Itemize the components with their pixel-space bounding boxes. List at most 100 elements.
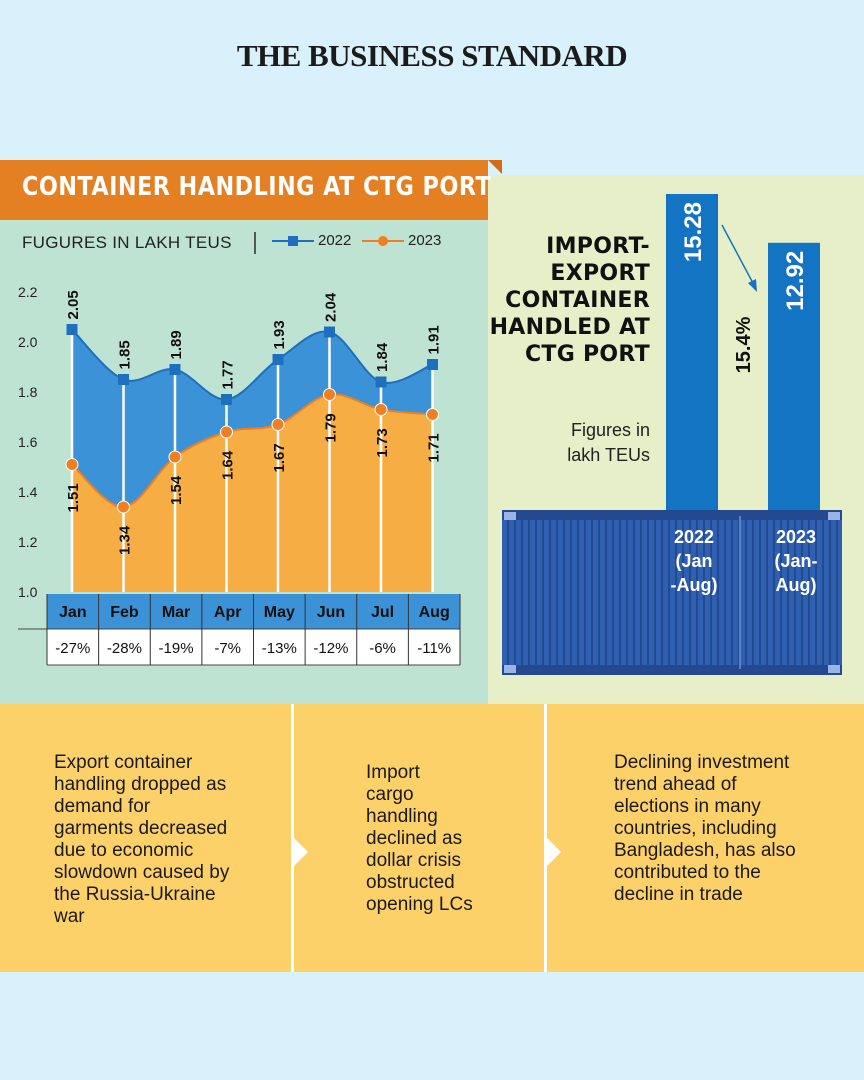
chevron-right-icon xyxy=(294,838,308,866)
series-2023-point xyxy=(426,408,439,421)
series-2022-point xyxy=(427,359,438,370)
title-banner xyxy=(0,160,488,220)
info-line: Declining investment xyxy=(614,752,790,773)
info-line: declined as xyxy=(366,828,463,849)
info-line: elections in many xyxy=(614,796,761,817)
y-tick-label: 1.6 xyxy=(18,434,38,450)
container-top-rail xyxy=(502,510,842,520)
series-2022-value-label: 1.89 xyxy=(168,330,185,359)
info-line: war xyxy=(54,906,85,927)
series-2023-point xyxy=(168,450,182,464)
legend-label-2022: 2022 xyxy=(318,232,352,249)
change-value: -13% xyxy=(262,640,297,657)
month-label: Jun xyxy=(317,604,345,621)
series-2023-value-label: 1.71 xyxy=(426,433,443,462)
bar xyxy=(768,242,820,510)
banner-corner xyxy=(488,160,502,174)
bar-category-label: -Aug) xyxy=(671,575,718,595)
info-line: handling dropped as xyxy=(54,774,227,795)
info-line: the Russia-Ukraine xyxy=(54,884,216,905)
container-bottom-rail xyxy=(502,665,842,675)
change-value: -7% xyxy=(214,640,241,657)
series-2022-value-label: 1.85 xyxy=(117,340,134,369)
info-line: obstructed xyxy=(366,872,455,893)
bar-value-label: 15.28 xyxy=(680,202,707,262)
info-line: countries, including xyxy=(614,818,777,839)
container-corner-fitting xyxy=(504,665,516,673)
series-2022-point xyxy=(169,364,181,375)
series-2023-point xyxy=(323,388,336,401)
info-line: decline in trade xyxy=(614,884,743,905)
y-tick-label: 2.0 xyxy=(18,334,38,350)
series-2023-value-label: 1.51 xyxy=(65,483,82,512)
info-text-import: Import cargo handling declined as dollar… xyxy=(366,762,473,916)
bar-category-label: 2023 xyxy=(776,527,816,547)
series-2023-point xyxy=(271,418,285,431)
arrow-down-icon xyxy=(748,279,757,292)
bar-subtitle-line: lakh TEUs xyxy=(567,445,650,465)
bar-heading-line: IMPORT- xyxy=(546,234,650,259)
y-tick-label: 1.0 xyxy=(18,584,38,600)
change-arrow-line xyxy=(721,224,755,286)
info-panel xyxy=(0,704,864,972)
info-divider xyxy=(291,704,294,972)
bar-category-label: (Jan xyxy=(675,551,712,571)
info-line: contributed to the xyxy=(614,862,761,883)
info-text-export: Export container handling dropped as dem… xyxy=(54,752,229,928)
series-2022-point xyxy=(324,326,335,338)
bar-chart-subtitle: Figures in lakh TEUs xyxy=(567,418,650,468)
y-tick-label: 2.2 xyxy=(18,284,38,300)
series-2022-point xyxy=(118,374,129,385)
info-line: due to economic xyxy=(54,840,194,861)
month-label: Mar xyxy=(162,604,190,621)
info-line: Import xyxy=(366,762,420,783)
series-2022-value-label: 2.05 xyxy=(65,290,82,319)
month-label: Feb xyxy=(110,604,139,621)
series-2022-value-label: 1.91 xyxy=(426,325,443,354)
info-line: trend ahead of xyxy=(614,774,737,795)
series-2023-value-label: 1.67 xyxy=(271,443,288,472)
bar-category-label: 2022 xyxy=(674,527,714,547)
legend-label-2023: 2023 xyxy=(408,232,442,249)
info-text-investment: Declining investment trend ahead of elec… xyxy=(614,752,796,906)
bar-chart-heading: IMPORT- EXPORT CONTAINER HANDLED AT CTG … xyxy=(490,233,650,368)
series-2022-value-label: 1.93 xyxy=(271,320,288,349)
series-2023-area xyxy=(72,394,433,592)
series-2023-value-label: 1.79 xyxy=(323,413,340,442)
bar-category-label: (Jan- xyxy=(774,551,817,571)
container-corner-fitting xyxy=(828,512,840,520)
series-2022-value-label: 1.77 xyxy=(220,360,237,389)
series-2023-point xyxy=(374,403,388,416)
figures-label: FUGURES IN LAKH TEUS xyxy=(22,233,232,252)
info-line: opening LCs xyxy=(366,894,473,915)
page-title: CONTAINER HANDLING AT CTG PORT xyxy=(22,172,492,202)
info-line: demand for xyxy=(54,796,151,817)
change-value: -28% xyxy=(107,640,142,657)
month-label: May xyxy=(264,604,295,621)
bar-heading-line: CTG PORT xyxy=(524,342,650,367)
legend-marker-2022 xyxy=(272,233,314,249)
legend-item-2022: 2022 xyxy=(272,232,351,249)
y-tick-label: 1.2 xyxy=(18,534,38,550)
info-line: Bangladesh, has also xyxy=(614,840,796,861)
y-tick-label: 1.8 xyxy=(18,384,38,400)
series-2023-point xyxy=(220,425,233,439)
bar-heading-line: HANDLED AT xyxy=(489,315,650,340)
month-label: Jul xyxy=(371,604,394,621)
change-value: -27% xyxy=(55,640,90,657)
series-2023-point xyxy=(65,458,79,471)
info-line: slowdown caused by xyxy=(54,862,230,883)
change-percent-label: 15.4% xyxy=(733,316,755,373)
info-divider xyxy=(544,704,547,972)
bar-heading-line: EXPORT xyxy=(550,261,650,286)
monthly-area-chart: 2.2 2.0 1.8 1.6 1.4 1.2 1.0 2.05 1.85 1.89 1.77 1.9… xyxy=(18,284,461,666)
info-line: cargo xyxy=(366,784,414,805)
container-corner-fitting xyxy=(828,665,840,673)
series-2023-value-label: 1.73 xyxy=(374,428,391,457)
bar xyxy=(666,194,718,510)
series-2023-value-label: 1.54 xyxy=(168,475,185,505)
series-2022-point xyxy=(272,354,284,365)
masthead-logo: THE BUSINESS STANDARD xyxy=(236,38,628,73)
legend-item-2023: 2023 xyxy=(362,232,441,249)
legend-marker-2023 xyxy=(362,233,404,249)
